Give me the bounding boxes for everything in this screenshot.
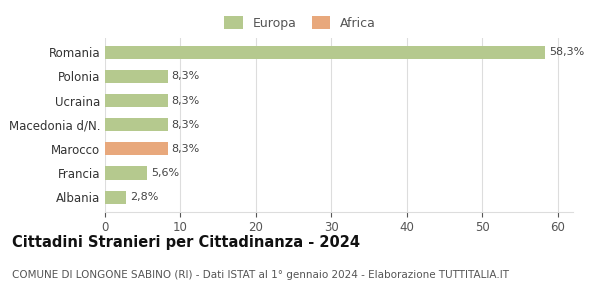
Bar: [105, 166, 147, 180]
Text: COMUNE DI LONGONE SABINO (RI) - Dati ISTAT al 1° gennaio 2024 - Elaborazione TUT: COMUNE DI LONGONE SABINO (RI) - Dati IST…: [12, 270, 509, 280]
Bar: [105, 94, 167, 107]
Text: 5,6%: 5,6%: [151, 168, 179, 178]
Bar: [105, 191, 126, 204]
Bar: [105, 142, 167, 155]
Bar: [105, 118, 167, 131]
Text: 8,3%: 8,3%: [172, 71, 200, 81]
Bar: [105, 70, 167, 83]
Text: 2,8%: 2,8%: [130, 192, 158, 202]
Bar: [105, 46, 545, 59]
Text: 8,3%: 8,3%: [172, 95, 200, 106]
Text: Cittadini Stranieri per Cittadinanza - 2024: Cittadini Stranieri per Cittadinanza - 2…: [12, 235, 360, 250]
Text: 8,3%: 8,3%: [172, 144, 200, 154]
Text: 8,3%: 8,3%: [172, 120, 200, 130]
Text: 58,3%: 58,3%: [549, 47, 584, 57]
Legend: Europa, Africa: Europa, Africa: [220, 12, 380, 34]
